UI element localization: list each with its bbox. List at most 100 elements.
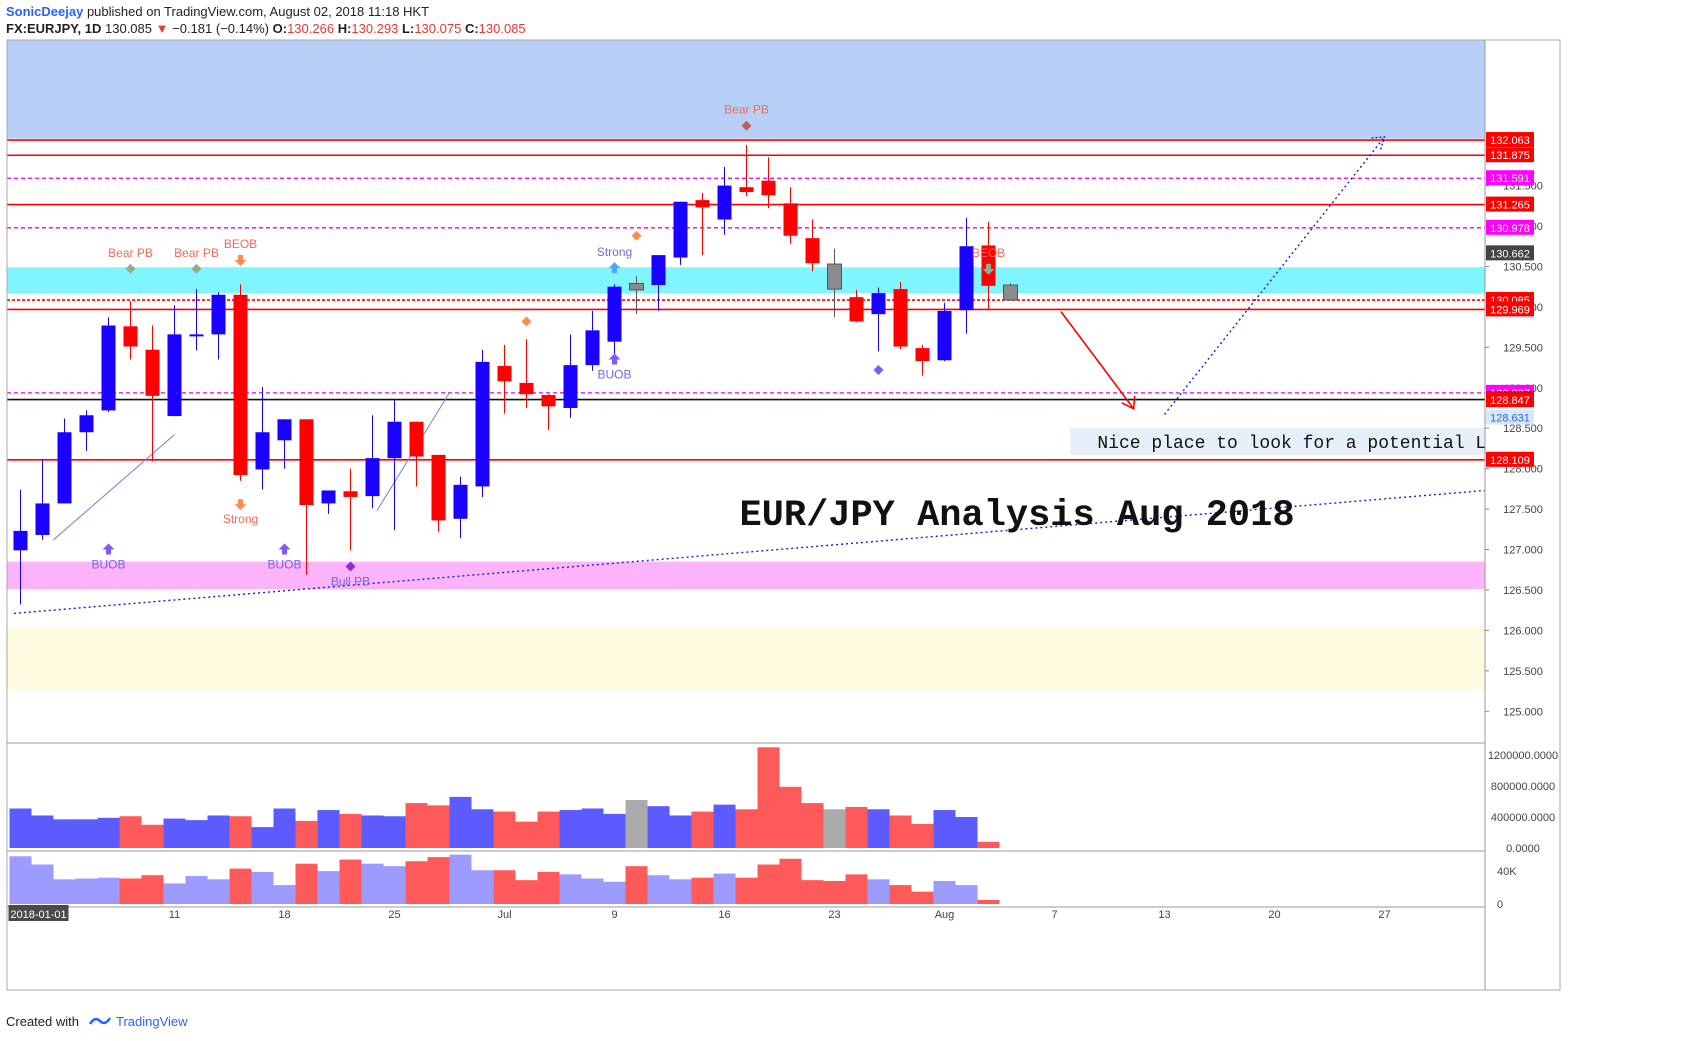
volume-bar [801, 803, 824, 848]
candle [739, 145, 754, 197]
signal-diamond-icon [125, 263, 136, 274]
candle [871, 287, 886, 352]
volume-bar [537, 811, 560, 848]
volume-tick-label: 0.0000 [1506, 843, 1540, 855]
candle-body [453, 484, 468, 519]
volume-bar [647, 806, 670, 848]
signal-label: BUOB [91, 558, 125, 572]
osc-bar [515, 880, 538, 904]
candle [35, 459, 50, 540]
candle-body [409, 421, 424, 457]
osc-bar [603, 881, 626, 904]
price-badge-label: 131.591 [1490, 173, 1530, 185]
candle [519, 339, 534, 408]
ohlc-line: FX:EURJPY, 1D 130.085 ▼ −0.181 (−0.14%) … [6, 21, 526, 36]
publish-line: SonicDeejay published on TradingView.com… [6, 4, 429, 19]
candle [717, 166, 732, 235]
candle-body [211, 294, 226, 335]
osc-bar [625, 866, 648, 904]
candle [959, 217, 974, 334]
volume-bar [471, 809, 494, 848]
volume-tick-label: 400000.0000 [1491, 812, 1555, 824]
close-value: 130.085 [478, 21, 526, 36]
signal-arrow-down-icon [982, 263, 995, 275]
candle [13, 489, 28, 605]
signal-label: Strong [223, 512, 258, 526]
candle [123, 301, 138, 360]
price-badge [1486, 301, 1534, 317]
candle-body [387, 421, 402, 459]
osc-bar [141, 875, 164, 904]
osc-bar [537, 871, 560, 904]
candle-body [79, 415, 94, 433]
osc-bar [9, 856, 32, 904]
candle [629, 276, 644, 315]
trendline-arrow-head [1371, 136, 1386, 151]
candle [343, 468, 358, 551]
author-link[interactable]: SonicDeejay [6, 4, 84, 19]
annotation-background [1070, 428, 1547, 455]
volume-bar [361, 815, 384, 848]
osc-bar [273, 885, 296, 904]
price-badge [1486, 245, 1534, 261]
candle-body [35, 503, 50, 535]
osc-bar [845, 874, 868, 904]
trendline-3 [1163, 136, 1386, 415]
candle [79, 410, 94, 451]
signal-arrow-up-icon [608, 262, 621, 274]
tradingview-logo-icon [88, 1015, 111, 1030]
time-label: 16 [718, 909, 730, 921]
candle-body [871, 293, 886, 315]
close-label: C: [464, 21, 479, 36]
candle [805, 219, 820, 272]
signal-arrow-up-icon [608, 353, 621, 365]
candle [145, 325, 160, 462]
volume-bar [713, 804, 736, 848]
price-tick-label: 125.000 [1503, 706, 1543, 718]
time-label: Aug [935, 909, 955, 921]
signal-diamond-icon [191, 263, 202, 274]
price-badge-label: 132.063 [1490, 135, 1530, 147]
osc-bar [119, 878, 142, 904]
signal-diamond-icon [631, 230, 642, 241]
volume-bar [603, 813, 626, 848]
candle [1003, 283, 1018, 301]
tradingview-brand-link[interactable]: TradingView [116, 1014, 188, 1029]
footer: Created with TradingView [6, 1014, 188, 1030]
osc-bar [647, 875, 670, 904]
signal-label: Strong [597, 245, 632, 259]
annotation-text: Nice place to look for a potential Long [1097, 434, 1518, 454]
price-tick-label: 130.500 [1503, 261, 1543, 273]
volume-bar [383, 816, 406, 848]
osc-bar [295, 863, 318, 904]
price-tick-label: 126.500 [1503, 585, 1543, 597]
osc-bar [757, 864, 780, 904]
osc-bar [317, 871, 340, 904]
volume-bar [625, 799, 648, 848]
price-badge-label: 128.847 [1490, 395, 1530, 407]
volume-bar [229, 816, 252, 848]
candle-body [189, 334, 204, 337]
signal-arrow-up-icon [278, 543, 291, 555]
candle [101, 317, 116, 413]
signal-label: BUOB [597, 367, 631, 381]
volume-bar [559, 810, 582, 848]
candle [387, 399, 402, 531]
osc-bar [911, 891, 934, 904]
osc-bar [471, 870, 494, 904]
price-badge [1486, 170, 1534, 186]
time-label: 23 [828, 909, 840, 921]
signal-label: BEOB [972, 246, 1005, 260]
candle-body [145, 349, 160, 396]
candle-body [717, 185, 732, 220]
price-badge [1486, 196, 1534, 212]
candle-body [1003, 284, 1018, 301]
price-badge-label: 130.662 [1490, 248, 1530, 260]
candle [783, 187, 798, 244]
down-triangle-icon: ▼ [155, 21, 169, 36]
volume-bar [493, 811, 516, 848]
candle-body [57, 432, 72, 504]
chart-frame [6, 39, 1561, 991]
candle-body [299, 419, 314, 506]
